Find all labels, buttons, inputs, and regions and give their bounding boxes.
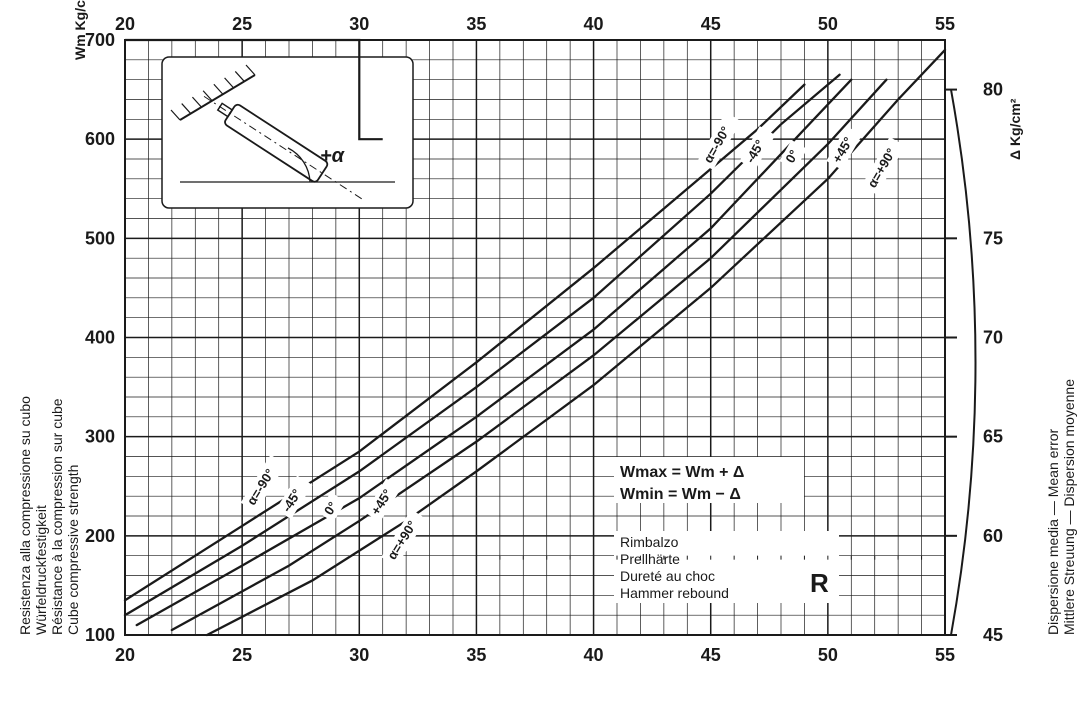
x-tick-top: 30 bbox=[349, 14, 369, 34]
y-left-tick: 600 bbox=[85, 129, 115, 149]
y-right-tick: 70 bbox=[983, 328, 1003, 348]
y-left-tick: 200 bbox=[85, 526, 115, 546]
svg-text:Rimbalzo: Rimbalzo bbox=[620, 534, 679, 550]
x-tick-top: 25 bbox=[232, 14, 252, 34]
y-right-tick: 65 bbox=[983, 427, 1003, 447]
formula-box: Wmax = Wm + Δ Wmin = Wm − Δ bbox=[614, 457, 804, 503]
svg-text:Cube compressive strength: Cube compressive strength bbox=[65, 465, 81, 635]
svg-text:Résistance à la compression su: Résistance à la compression sur cube bbox=[49, 398, 65, 635]
svg-text:Wmax = Wm + Δ: Wmax = Wm + Δ bbox=[620, 464, 744, 481]
x-tick-top: 40 bbox=[584, 14, 604, 34]
svg-text:Mittlere Streuung — Dispersion: Mittlere Streuung — Dispersion moyenne bbox=[1061, 379, 1077, 635]
y-right-tick: 75 bbox=[983, 228, 1003, 248]
r-symbol: R bbox=[810, 568, 829, 598]
hammer-diagram-icon: +α bbox=[162, 57, 413, 210]
x-tick-bottom: 25 bbox=[232, 645, 252, 665]
svg-text:Prellhärte: Prellhärte bbox=[620, 551, 680, 567]
y-right-tick: 80 bbox=[983, 80, 1003, 100]
y-left-tick: 300 bbox=[85, 427, 115, 447]
y-left-unit: Wm Kg/cm² bbox=[72, 0, 88, 60]
x-tick-top: 50 bbox=[818, 14, 838, 34]
svg-text:Dispersione media — Mean error: Dispersione media — Mean error bbox=[1045, 428, 1061, 635]
y-left-tick: 400 bbox=[85, 328, 115, 348]
x-tick-bottom: 50 bbox=[818, 645, 838, 665]
svg-text:+α: +α bbox=[320, 145, 346, 167]
x-tick-top: 55 bbox=[935, 14, 955, 34]
y-left-tick: 700 bbox=[85, 30, 115, 50]
x-tick-bottom: 45 bbox=[701, 645, 721, 665]
svg-text:Resistenza alla compressione s: Resistenza alla compressione su cubo bbox=[17, 396, 33, 635]
x-tick-bottom: 30 bbox=[349, 645, 369, 665]
svg-text:Dureté au choc: Dureté au choc bbox=[620, 568, 715, 584]
y-right-tick: 60 bbox=[983, 526, 1003, 546]
x-tick-top: 45 bbox=[701, 14, 721, 34]
rebound-hammer-chart: 20 25 30 35 40 45 50 55 20 25 30 35 40 45 50 55 100 200 30… bbox=[0, 0, 1082, 700]
y-right-unit: Δ Kg/cm² bbox=[1007, 98, 1023, 160]
rebound-legend: RimbalzoPrellhärteDureté au chocHammer r… bbox=[614, 531, 839, 603]
x-tick-bottom: 35 bbox=[466, 645, 486, 665]
y-right-tick: 45 bbox=[983, 625, 1003, 645]
x-tick-top: 20 bbox=[115, 14, 135, 34]
svg-text:Würfeldruckfestigkeit: Würfeldruckfestigkeit bbox=[33, 505, 49, 635]
x-tick-bottom: 20 bbox=[115, 645, 135, 665]
y-left-tick: 500 bbox=[85, 228, 115, 248]
y-left-tick: 100 bbox=[85, 625, 115, 645]
x-tick-bottom: 55 bbox=[935, 645, 955, 665]
svg-text:Hammer rebound: Hammer rebound bbox=[620, 585, 729, 601]
x-tick-bottom: 40 bbox=[584, 645, 604, 665]
svg-text:Wmin = Wm − Δ: Wmin = Wm − Δ bbox=[620, 486, 741, 503]
x-tick-top: 35 bbox=[466, 14, 486, 34]
chart-svg: 20 25 30 35 40 45 50 55 20 25 30 35 40 45 50 55 100 200 30… bbox=[0, 0, 1082, 700]
